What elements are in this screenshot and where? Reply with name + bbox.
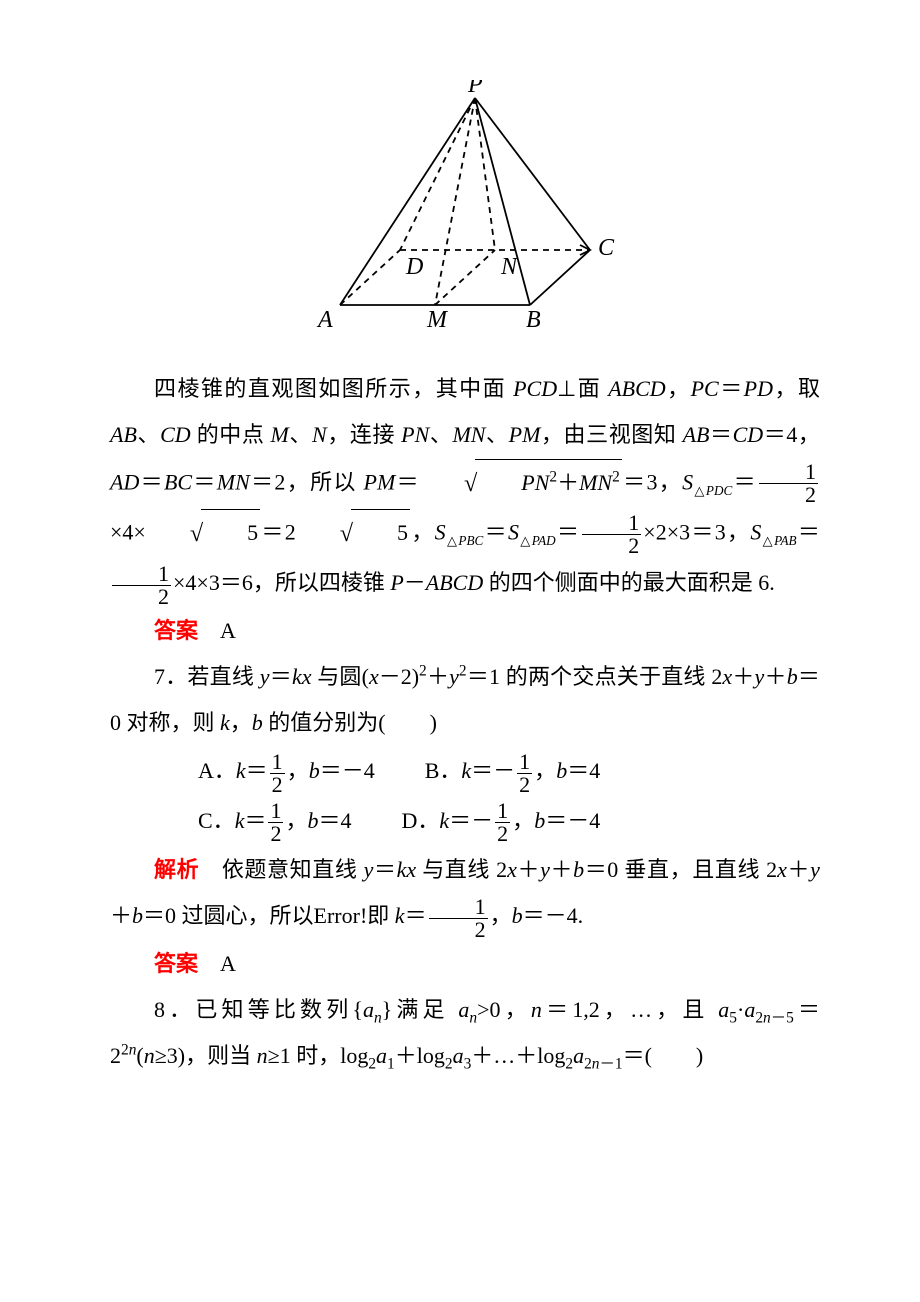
- pyramid-svg: P A B C D M N: [300, 80, 630, 340]
- q8-stem: 8．已知等比数列{an}满足 an>0，n＝1,2，…，且 a5·a2n－5＝2…: [110, 987, 820, 1079]
- pyramid-diagram: P A B C D M N: [110, 80, 820, 356]
- q7-stem: 7．若直线 y＝kx 与圆(x－2)2＋y2＝1 的两个交点关于直线 2x＋y＋…: [110, 654, 820, 746]
- page: P A B C D M N 四棱锥的直观图如图所示，其中面 PCD⊥面 ABCD，PC＝PD…: [0, 0, 920, 1159]
- analysis-label: 解析: [154, 857, 199, 882]
- q7-option-d: D．k＝－12，b＝－4: [402, 798, 601, 845]
- svg-text:C: C: [598, 235, 615, 261]
- svg-text:P: P: [467, 80, 483, 98]
- svg-text:D: D: [405, 254, 423, 280]
- q7-options: A．k＝12，b＝－4 B．k＝－12，b＝4 C．k＝12，b＝4 D．k＝－…: [110, 748, 820, 845]
- q6-answer-value: A: [220, 618, 236, 643]
- svg-text:B: B: [526, 307, 541, 333]
- q7-option-a: A．k＝12，b＝－4: [198, 748, 375, 795]
- answer-label-2: 答案: [154, 951, 198, 976]
- svg-text:A: A: [316, 307, 333, 333]
- q7-option-b: B．k＝－12，b＝4: [425, 748, 601, 795]
- q7-analysis-text: 依题意知直线 y＝kx 与直线 2x＋y＋b＝0 垂直，且直线 2x＋y＋b＝0…: [110, 857, 820, 928]
- q6-solution-paragraph: 四棱锥的直观图如图所示，其中面 PCD⊥面 ABCD，PC＝PD，取 AB、CD…: [110, 366, 820, 607]
- q7-answer-value: A: [220, 951, 236, 976]
- answer-label: 答案: [154, 618, 198, 643]
- q6-answer-line: 答案 A: [110, 608, 820, 654]
- svg-text:N: N: [500, 254, 519, 280]
- q7-analysis: 解析 依题意知直线 y＝kx 与直线 2x＋y＋b＝0 垂直，且直线 2x＋y＋…: [110, 847, 820, 941]
- q7-option-c: C．k＝12，b＝4: [198, 798, 352, 845]
- q7-answer-line: 答案 A: [110, 941, 820, 987]
- svg-text:M: M: [426, 307, 449, 333]
